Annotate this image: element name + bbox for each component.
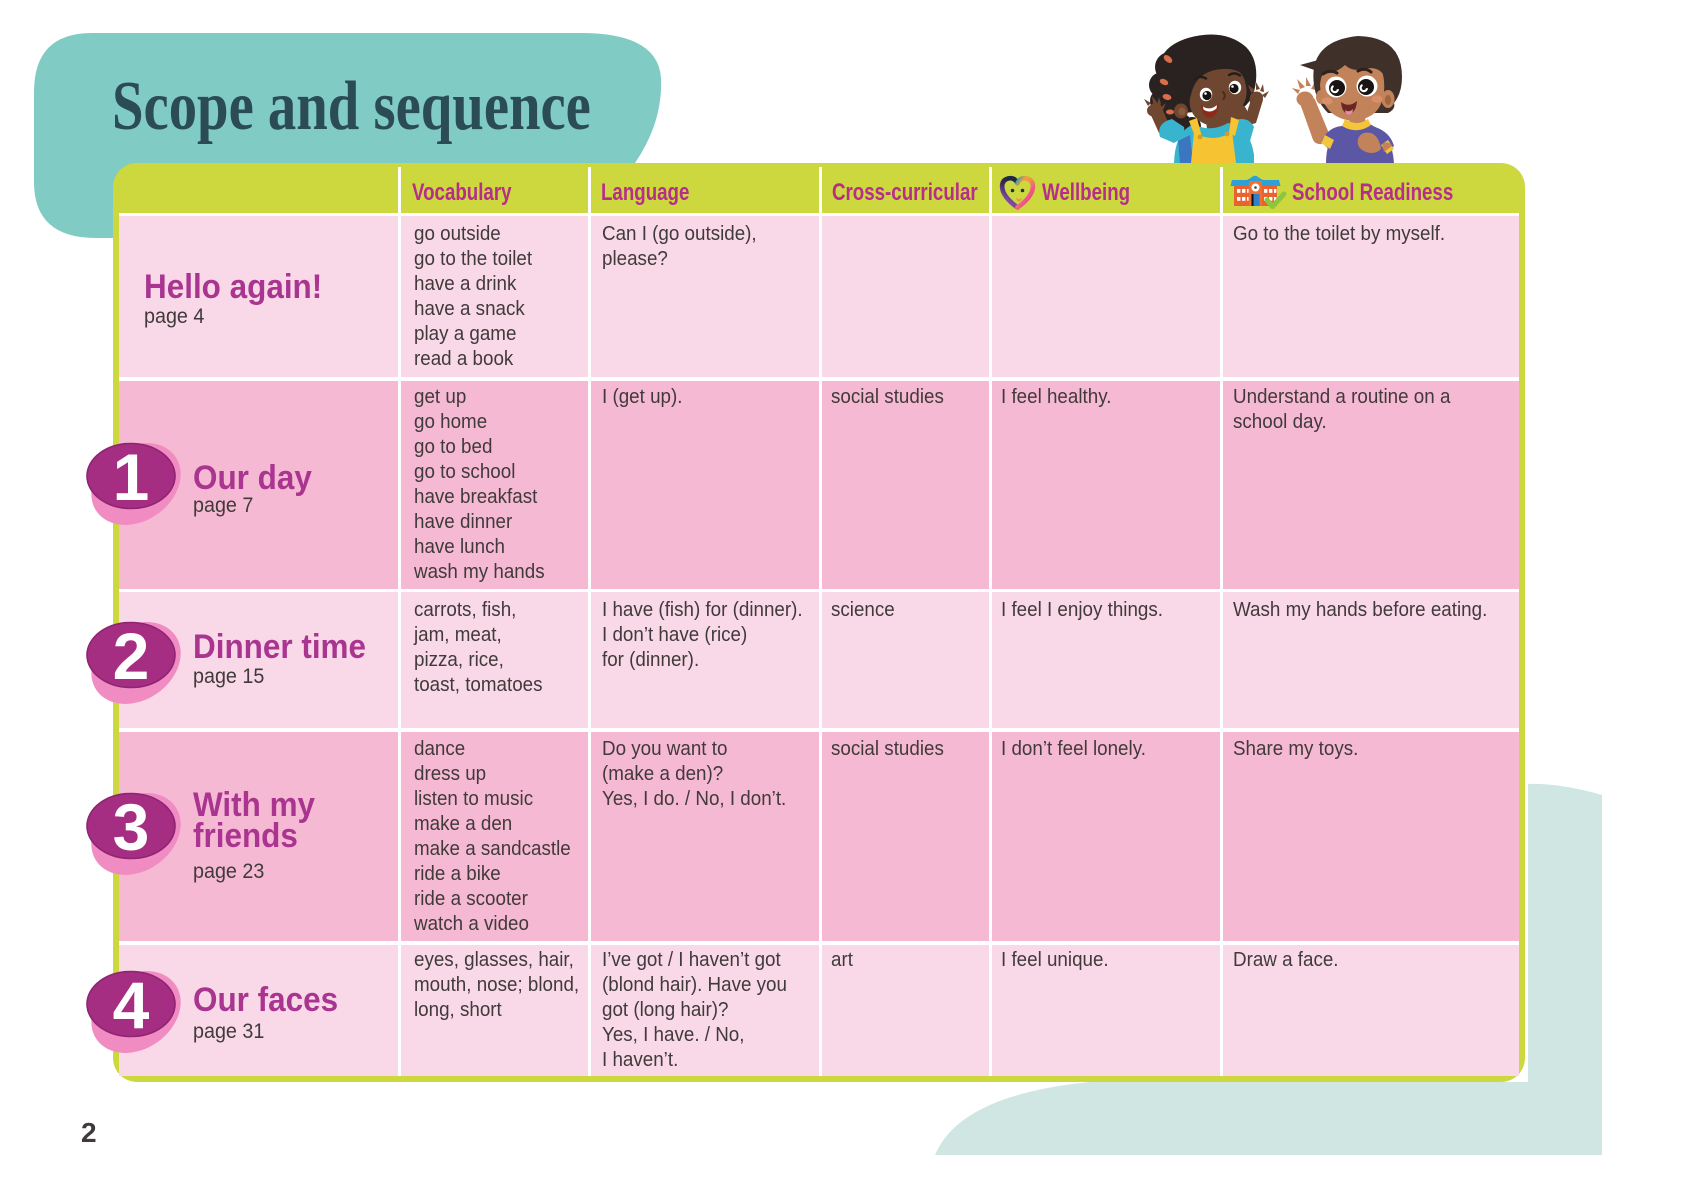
svg-text:1: 1 bbox=[113, 440, 150, 514]
svg-text:4: 4 bbox=[113, 968, 150, 1042]
svg-text:2: 2 bbox=[113, 619, 150, 693]
svg-text:3: 3 bbox=[113, 790, 150, 864]
